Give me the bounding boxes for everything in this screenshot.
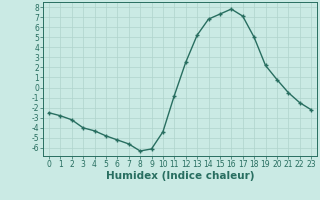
X-axis label: Humidex (Indice chaleur): Humidex (Indice chaleur)	[106, 171, 254, 181]
